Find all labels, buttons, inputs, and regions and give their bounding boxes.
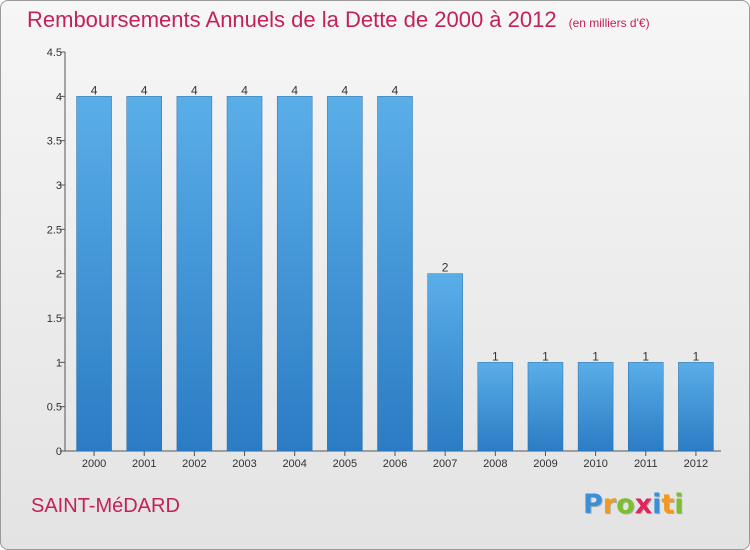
x-tick-label: 2012: [684, 458, 708, 470]
data-label: 2: [442, 261, 449, 275]
bar-2009: [527, 362, 564, 452]
data-label: 1: [693, 349, 700, 363]
title-unit: (en milliers d'€): [568, 16, 650, 30]
bar-2003: [226, 96, 263, 452]
x-tick-label: 2009: [533, 458, 557, 470]
data-label: 4: [141, 83, 148, 97]
logo-letter: i: [674, 489, 684, 520]
x-tick-label: 2000: [82, 458, 106, 470]
bar-2002: [176, 96, 213, 452]
logo-letter: P: [583, 489, 603, 520]
data-label: 4: [191, 83, 198, 97]
x-tick-label: 2003: [232, 458, 256, 470]
bar-2006: [377, 96, 413, 452]
data-label: 1: [492, 349, 499, 363]
data-label: 1: [592, 349, 599, 363]
y-tick-label: 1: [56, 357, 62, 369]
y-tick-label: 2: [56, 269, 62, 281]
x-tick-label: 2006: [383, 458, 407, 470]
data-label: 1: [642, 349, 649, 363]
bar-2007: [427, 273, 463, 452]
labels-group: 2000 4 2001 4 2002 4 2003 4 2004 4 2005 4 2006 4 2007 2…: [82, 83, 708, 470]
data-label: 4: [342, 83, 349, 97]
x-tick-label: 2008: [483, 458, 507, 470]
logo-letter: t: [661, 489, 675, 520]
x-tick-label: 2007: [433, 458, 457, 470]
title-text: Remboursements Annuels de la Dette de 20…: [27, 7, 557, 32]
logo-letter: o: [616, 489, 635, 520]
y-tick-label: 0.5: [47, 402, 62, 414]
bar-2010: [577, 362, 614, 452]
x-tick-label: 2002: [182, 458, 206, 470]
bars-group: [76, 96, 714, 452]
x-tick-label: 2001: [132, 458, 156, 470]
bar-2012: [678, 362, 714, 452]
y-tick-label: 2.5: [47, 224, 62, 236]
proxiti-logo: Proxiti: [583, 489, 684, 520]
logo-letter: x: [634, 489, 653, 520]
x-tick-label: 2010: [583, 458, 607, 470]
y-tick-label: 3: [56, 180, 62, 192]
chart-title: Remboursements Annuels de la Dette de 20…: [27, 7, 650, 33]
commune-name: SAINT-MéDARD: [31, 495, 180, 517]
data-label: 4: [291, 83, 298, 97]
data-label: 4: [392, 83, 399, 97]
bar-2008: [477, 362, 514, 452]
y-tick-label: 1.5: [47, 313, 62, 325]
x-tick-label: 2005: [333, 458, 357, 470]
bar-2004: [276, 96, 313, 452]
y-tick-label: 4: [56, 91, 62, 103]
data-label: 4: [241, 83, 248, 97]
x-tick-label: 2004: [282, 458, 306, 470]
bar-2000: [76, 96, 112, 452]
logo-letter: i: [652, 489, 662, 520]
data-label: 1: [542, 349, 549, 363]
data-label: 4: [91, 83, 98, 97]
bar-2005: [327, 96, 363, 452]
y-tick-label: 0: [56, 446, 62, 458]
x-tick-label: 2011: [634, 458, 658, 470]
y-tick-label: 4.5: [47, 47, 62, 59]
bar-2001: [126, 96, 162, 452]
logo-letter: r: [602, 489, 617, 520]
y-tick-label: 3.5: [47, 136, 62, 148]
bar-2011: [628, 362, 664, 452]
